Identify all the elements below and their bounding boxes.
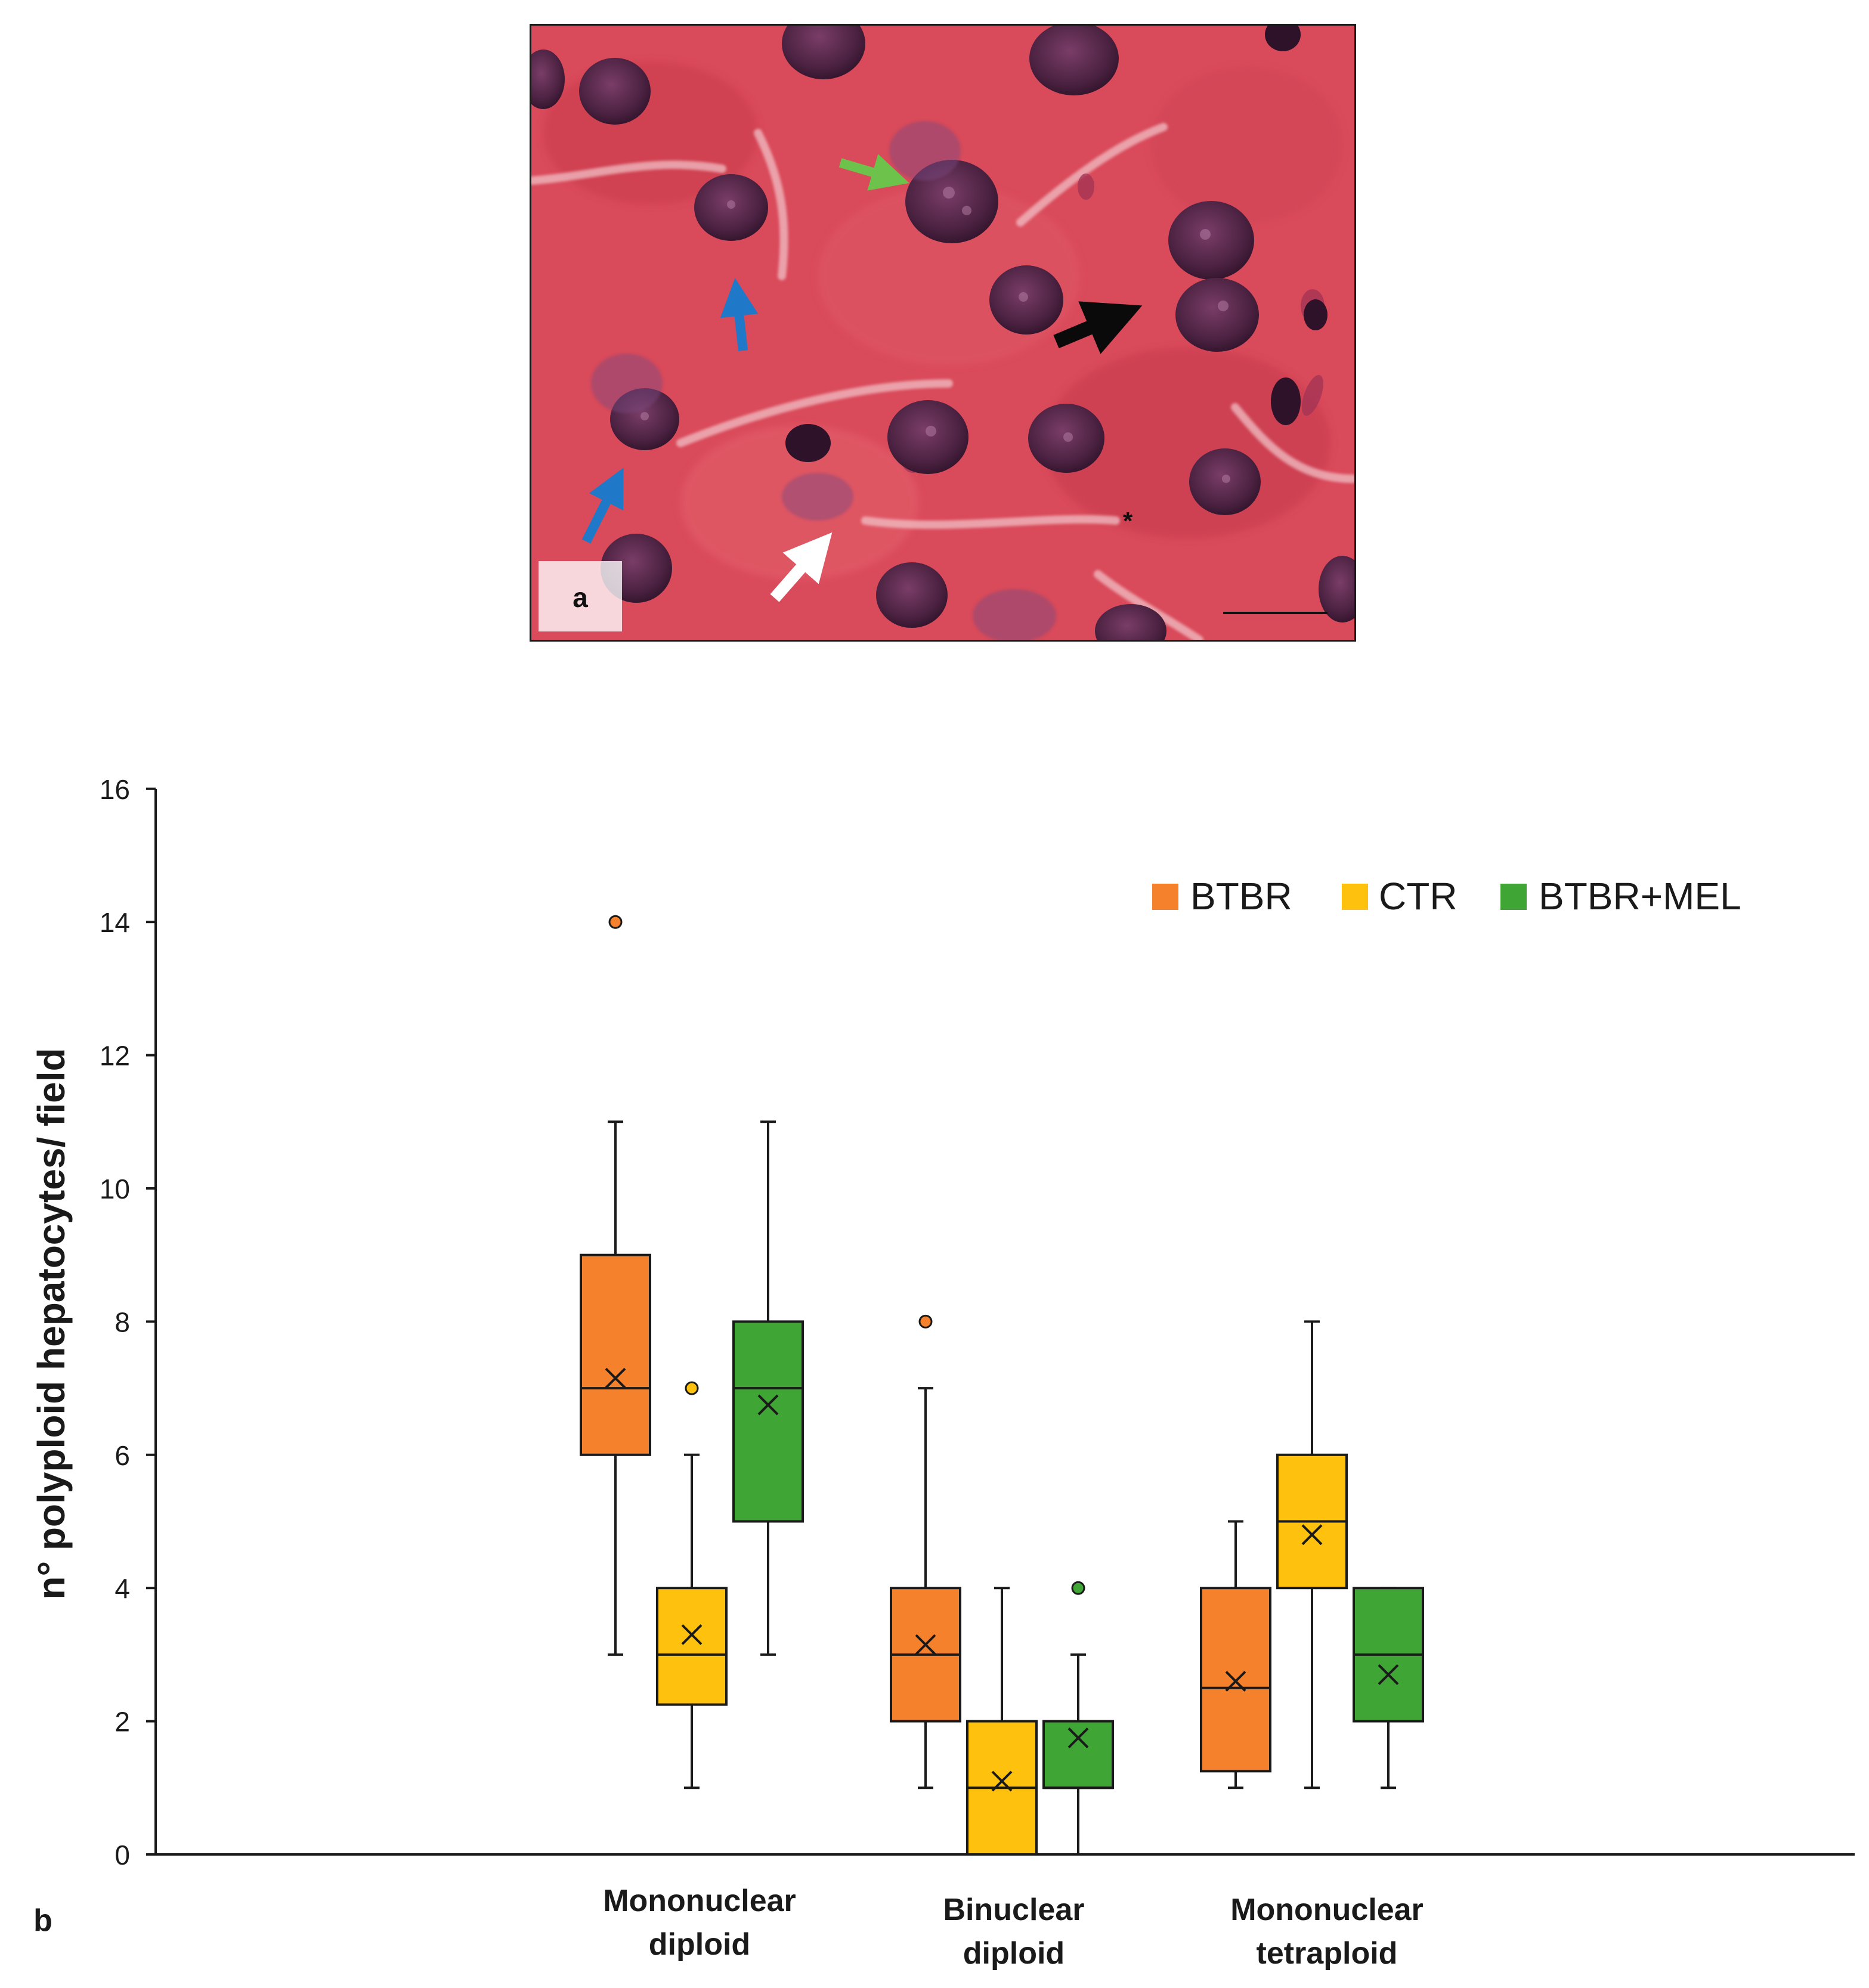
y-axis-label: n° polyploid hepatocytes/ field	[30, 1048, 73, 1599]
legend-swatch-btbr-mel	[1500, 884, 1527, 910]
y-tick-label-10: 10	[100, 1173, 130, 1204]
green-arrow-icon	[838, 154, 909, 191]
box-btbr-group-2	[1200, 1520, 1271, 1789]
y-tick-label-14: 14	[100, 907, 130, 938]
iqr-box-btbr-mel	[732, 1320, 804, 1523]
category-label-mononuclear-diploid-line2: diploid	[649, 1927, 750, 1962]
y-tick-label-2: 2	[115, 1707, 130, 1738]
y-tick-label-12: 12	[100, 1041, 130, 1072]
outlier-point-btbr-mel	[1071, 1581, 1085, 1595]
category-label-binuclear-diploid-line2: diploid	[963, 1936, 1065, 1971]
box-btbr-group-0	[580, 915, 651, 1656]
box-btbr-mel-group-1	[1042, 1581, 1114, 1856]
mean-marker-ctr	[1301, 1524, 1323, 1546]
y-tick-label-4: 4	[115, 1573, 130, 1604]
blue-arrow-icon	[720, 278, 759, 351]
legend-swatch-btbr	[1152, 884, 1178, 910]
y-tick-label-6: 6	[115, 1440, 130, 1471]
category-label-binuclear-diploid-line1: Binuclear	[943, 1893, 1085, 1927]
iqr-box-btbr	[580, 1253, 651, 1456]
box-btbr-mel-group-2	[1353, 1587, 1424, 1789]
legend-label-btbr-mel: BTBR+MEL	[1539, 875, 1741, 918]
box-btbr-mel-group-0	[732, 1120, 804, 1656]
category-label-mononuclear-tetraploid-line1: Mononuclear	[1230, 1893, 1424, 1927]
white-arrow-icon	[770, 532, 833, 602]
box-ctr-group-1	[966, 1587, 1038, 1856]
iqr-box-btbr-mel	[1042, 1720, 1114, 1789]
iqr-box-ctr	[656, 1587, 728, 1706]
legend-swatch-ctr	[1342, 884, 1368, 910]
box-ctr-group-0	[656, 1381, 728, 1789]
y-tick-label-16: 16	[100, 774, 130, 805]
micrograph-panel: * a	[530, 24, 1356, 642]
panel-label-b: b	[33, 1903, 52, 1938]
mean-marker-btbr	[1225, 1671, 1246, 1692]
mean-marker-btbr-mel	[1378, 1664, 1399, 1685]
y-ticks: 0 2 4 6 8 10 12 14 16	[100, 774, 156, 1871]
outlier-point-btbr	[608, 915, 623, 929]
chart-axes	[154, 789, 1855, 1856]
plot-area	[580, 915, 1424, 1856]
mean-marker-ctr	[681, 1624, 703, 1645]
legend: BTBR CTR BTBR+MEL	[1152, 875, 1741, 918]
panel-label-a: a	[573, 582, 588, 613]
category-label-mononuclear-diploid-line1: Mononuclear	[603, 1884, 796, 1918]
y-tick-label-8: 8	[115, 1306, 130, 1337]
box-btbr-group-1	[890, 1314, 961, 1789]
black-arrow-icon	[1053, 301, 1143, 354]
mean-marker-btbr	[605, 1367, 626, 1389]
micrograph-image: * a	[531, 26, 1354, 640]
asterisk-mark: *	[1123, 507, 1133, 535]
legend-label-ctr: CTR	[1379, 875, 1458, 918]
mean-marker-ctr	[991, 1770, 1013, 1792]
mean-marker-btbr-mel	[757, 1394, 779, 1416]
outlier-point-btbr	[918, 1314, 933, 1329]
box-ctr-group-2	[1276, 1320, 1348, 1789]
mean-marker-btbr-mel	[1067, 1727, 1089, 1748]
outlier-point-ctr	[685, 1381, 699, 1395]
category-label-mononuclear-tetraploid-line2: tetraploid	[1257, 1936, 1398, 1971]
y-tick-label-0: 0	[115, 1840, 130, 1871]
mean-marker-btbr	[915, 1634, 936, 1655]
panel-label-box	[539, 561, 622, 631]
blue-arrow-icon	[581, 467, 624, 544]
legend-label-btbr: BTBR	[1190, 875, 1292, 918]
